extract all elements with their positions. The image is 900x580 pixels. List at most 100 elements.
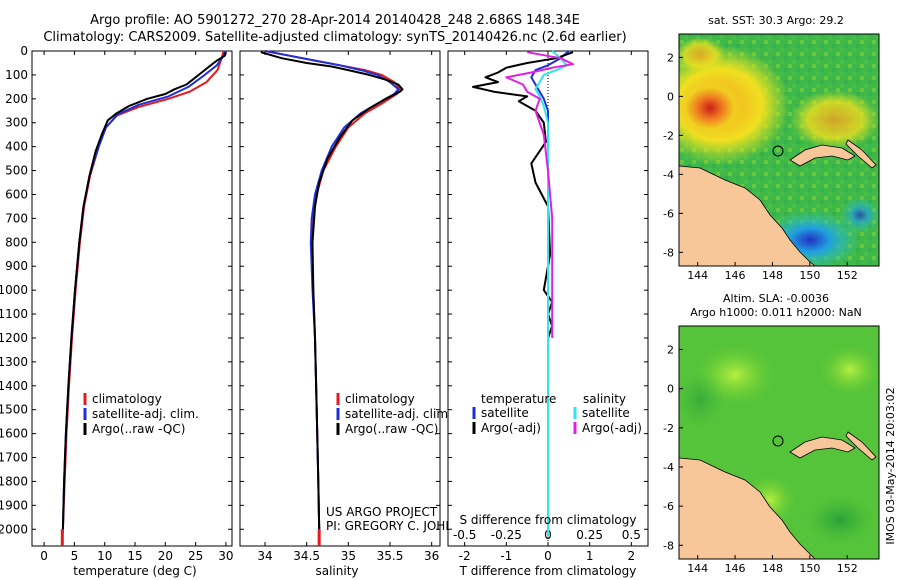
map-x-tick-label: 146 [725, 269, 746, 282]
series-line-sal_argo [505, 51, 574, 338]
depth-tick-label: 2000 [0, 522, 28, 536]
map-y-tick-label: 2 [667, 343, 674, 356]
sst-map-profile-marker [772, 145, 784, 157]
salinity-legend-argo: Argo(..raw -QC) [345, 422, 438, 436]
sla-map-panel: Altim. SLA: -0.0036 Argo h1000: 0.011 h2… [663, 292, 880, 575]
sst-map-island [789, 144, 856, 167]
credit-line2: PI: GREGORY C. JOHNSON [326, 519, 480, 533]
depth-tick-label: 700 [5, 211, 28, 225]
salinity-axes-frame [239, 50, 441, 547]
temperature-legend-argo: Argo(..raw -QC) [92, 422, 185, 436]
map-x-tick-label: 150 [799, 562, 820, 575]
difference-lines [472, 50, 574, 546]
depth-tick-label: 500 [5, 164, 28, 178]
depth-tick-label: 1900 [0, 498, 28, 512]
depth-tick-label: 1300 [0, 355, 28, 369]
temperature-legend-clim: climatology [92, 392, 162, 406]
x-tick-label: 30 [218, 549, 233, 563]
temperature-panel: 0100200300400500600700800900100011001200… [0, 44, 234, 578]
x-tick-label: 0 [544, 549, 552, 563]
map-y-tick-label: -4 [663, 168, 674, 181]
sst-map-panel: sat. SST: 30.3 Argo: 29.2 144 146 148 150 15… [663, 14, 880, 282]
salinity-ticks: 34 34.5 35 35.5 36 [240, 50, 440, 563]
x-top-tick-label: 0.5 [622, 528, 641, 542]
map-x-tick-label: 150 [799, 269, 820, 282]
sla-map-profile-marker [772, 435, 784, 447]
depth-tick-label: 1800 [0, 474, 28, 488]
x-top-tick-label: 0.25 [576, 528, 603, 542]
map-y-tick-label: 0 [667, 383, 674, 396]
map-y-tick-label: -2 [663, 129, 674, 142]
sla-map-land [679, 457, 816, 559]
temperature-legend-sat: satellite-adj. clim. [92, 407, 199, 421]
sst-map-title: sat. SST: 30.3 Argo: 29.2 [708, 14, 844, 27]
map-x-tick-label: 148 [762, 269, 783, 282]
depth-tick-label: 1700 [0, 451, 28, 465]
temperature-ticks: 0100200300400500600700800900100011001200… [0, 44, 234, 563]
sst-map-field [679, 34, 879, 266]
salinity-xlabel: salinity [315, 564, 358, 578]
depth-tick-label: 1000 [0, 283, 28, 297]
sla-map-field [679, 326, 879, 559]
map-y-tick-label: -2 [663, 422, 674, 435]
map-x-tick-label: 144 [687, 269, 708, 282]
sla-map-frame [678, 325, 880, 560]
x-tick-label: 1 [586, 549, 594, 563]
x-tick-label: 34 [257, 549, 272, 563]
difference-legend-temp-argo: Argo(-adj) [481, 421, 541, 435]
salinity-panel: 34 34.5 35 35.5 36 salinity climatology sate… [239, 50, 480, 578]
map-y-tick-label: -6 [663, 207, 674, 220]
difference-xlabel-top: S difference from climatology [460, 513, 637, 527]
salinity-legend: climatology satellite-adj. clim. Argo(..… [336, 392, 452, 436]
temperature-lines [60, 50, 227, 546]
difference-legend-sal-sat: satellite [582, 406, 630, 420]
sla-map-island [789, 436, 856, 459]
credit-line1: US ARGO PROJECT [326, 505, 438, 519]
depth-tick-label: 1100 [0, 307, 28, 321]
map-y-tick-label: 2 [667, 51, 674, 64]
x-tick-label: 36 [424, 549, 439, 563]
difference-legend: temperature salinity satellite Argo(-adj… [472, 392, 642, 435]
x-tick-label: 34.5 [293, 549, 320, 563]
x-tick-label: 5 [71, 549, 79, 563]
map-y-tick-label: -8 [663, 246, 674, 259]
depth-tick-label: 200 [5, 92, 28, 106]
sla-map-island-2 [845, 431, 877, 461]
difference-xlabel: T difference from climatology [459, 564, 637, 578]
difference-legend-sal-argo: Argo(-adj) [582, 421, 642, 435]
x-top-tick-label: -0.25 [491, 528, 522, 542]
figure-title-line1: Argo profile: AO 5901272_270 28-Apr-2014… [90, 13, 580, 28]
series-line-argo [260, 51, 404, 530]
salinity-legend-clim: climatology [345, 392, 415, 406]
series-line-argo [61, 51, 227, 530]
depth-tick-label: 800 [5, 235, 28, 249]
x-tick-label: 0 [40, 549, 48, 563]
depth-tick-label: 1200 [0, 331, 28, 345]
depth-tick-label: 1500 [0, 403, 28, 417]
depth-tick-label: 1600 [0, 427, 28, 441]
depth-tick-label: 1400 [0, 379, 28, 393]
x-tick-label: -1 [500, 549, 512, 563]
x-tick-label: 20 [158, 549, 173, 563]
sst-map-ticks: 144 146 148 150 152 2 0 -2 -4 -6 -8 [663, 51, 858, 282]
x-tick-label: 15 [127, 549, 142, 563]
map-x-tick-label: 146 [725, 562, 746, 575]
difference-legend-temp-sat: satellite [481, 406, 529, 420]
map-x-tick-label: 148 [762, 562, 783, 575]
x-tick-label: 25 [188, 549, 203, 563]
timestamp: IMOS 03-May-2014 20:03:02 [884, 387, 897, 544]
difference-legend-title-sal: salinity [583, 392, 626, 406]
depth-tick-label: 0 [20, 44, 28, 58]
map-y-tick-label: -4 [663, 461, 674, 474]
sst-map-land [679, 165, 816, 266]
temperature-axes-frame [31, 50, 233, 547]
map-x-tick-label: 152 [837, 562, 858, 575]
temperature-legend: climatology satellite-adj. clim. Argo(..… [83, 392, 199, 436]
x-top-tick-label: -0.5 [453, 528, 476, 542]
sst-map-frame [678, 33, 880, 267]
depth-tick-label: 900 [5, 259, 28, 273]
depth-tick-label: 400 [5, 140, 28, 154]
map-y-tick-label: -6 [663, 500, 674, 513]
